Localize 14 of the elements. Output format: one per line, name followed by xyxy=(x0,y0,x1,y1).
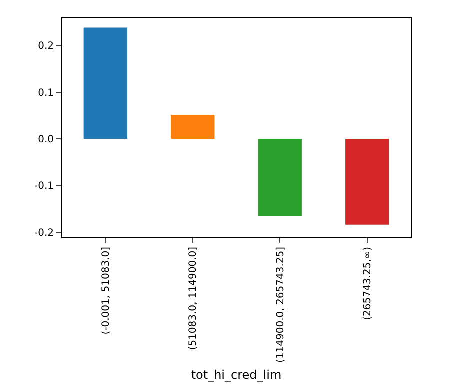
y-tick-label: 0.2 xyxy=(38,41,54,52)
y-tick-label: -0.2 xyxy=(34,228,54,239)
x-tick-label: (265743.25,∞) xyxy=(362,246,374,320)
x-tick-label: (51083.0, 114900.0] xyxy=(188,246,200,350)
y-tick-label: 0.1 xyxy=(38,88,54,99)
bar xyxy=(84,28,128,139)
x-axis-title: tot_hi_cred_lim xyxy=(191,368,282,382)
x-tick-label: (-0.001, 51083.0] xyxy=(100,246,112,335)
bar xyxy=(258,138,302,216)
x-tick-label: (114900.0, 265743.25] xyxy=(275,246,286,363)
y-tick-label: 0.0 xyxy=(38,134,54,146)
bar xyxy=(171,115,215,139)
bar xyxy=(346,138,390,225)
y-tick-label: -0.1 xyxy=(34,181,54,192)
